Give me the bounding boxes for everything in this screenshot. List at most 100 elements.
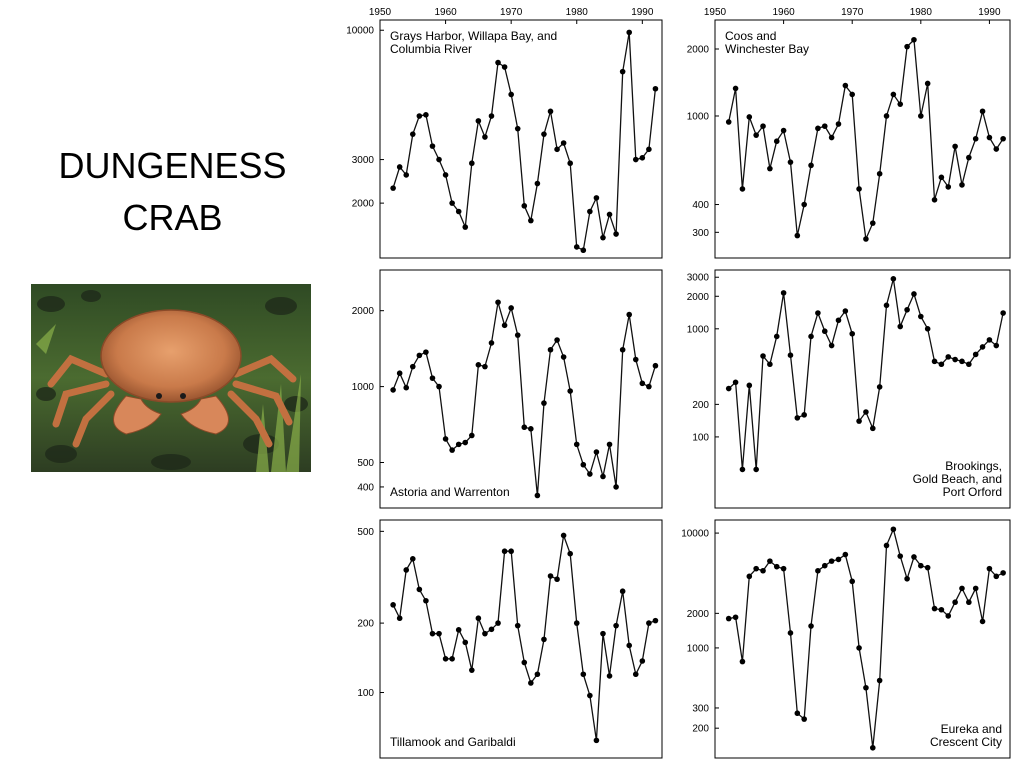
data-point — [931, 197, 938, 203]
data-point — [821, 562, 828, 569]
data-point — [462, 439, 469, 446]
data-point — [732, 379, 739, 386]
data-point — [528, 217, 534, 224]
data-point — [938, 606, 945, 613]
data-point — [993, 146, 1000, 152]
data-point — [573, 620, 580, 626]
data-point — [794, 415, 801, 421]
data-point — [652, 85, 659, 92]
data-point — [863, 684, 869, 691]
data-point — [573, 244, 580, 250]
slide-title: DUNGENESS CRAB — [30, 140, 315, 244]
data-point — [475, 118, 482, 124]
chart-frame — [379, 519, 663, 759]
data-point — [828, 134, 835, 141]
data-point — [835, 317, 842, 324]
data-point — [972, 585, 979, 592]
data-point — [863, 409, 869, 415]
data-point — [739, 466, 746, 473]
data-point — [495, 59, 501, 66]
y-tick-label: 3000 — [687, 273, 710, 284]
x-tick-label: 1970 — [500, 7, 523, 18]
data-point — [475, 615, 482, 622]
data-point — [876, 170, 883, 177]
x-tick-label: 1990 — [631, 7, 654, 18]
data-point — [794, 232, 801, 239]
data-point — [429, 630, 436, 637]
data-point — [746, 114, 753, 120]
data-point — [449, 656, 455, 662]
y-tick-label: 200 — [357, 619, 374, 630]
chart-frame — [714, 269, 1011, 509]
x-tick-label: 1950 — [369, 7, 392, 18]
data-point — [883, 542, 890, 549]
y-tick-label: 200 — [692, 724, 709, 735]
data-point — [646, 383, 652, 390]
y-tick-label: 10000 — [346, 26, 374, 37]
data-point — [1000, 570, 1006, 576]
data-point — [863, 236, 869, 242]
data-point — [821, 123, 828, 129]
data-point — [986, 134, 993, 141]
data-point — [403, 172, 410, 178]
data-point — [856, 418, 862, 424]
data-point — [725, 615, 732, 622]
y-tick-label: 2000 — [687, 44, 710, 55]
data-point — [580, 461, 587, 468]
data-point — [938, 174, 945, 181]
data-point — [801, 412, 807, 418]
data-point — [1000, 310, 1006, 316]
y-tick-label: 500 — [357, 458, 374, 469]
x-tick-label: 1950 — [704, 7, 727, 18]
data-point — [773, 138, 780, 145]
data-point — [993, 342, 1000, 349]
data-point — [945, 354, 952, 360]
data-point — [911, 291, 917, 297]
data-point — [808, 162, 814, 169]
data-point — [455, 208, 462, 215]
data-point — [815, 567, 821, 574]
data-point — [890, 91, 897, 98]
x-tick-label: 1970 — [841, 7, 864, 18]
data-point — [856, 645, 862, 651]
data-point — [514, 622, 521, 629]
data-point — [396, 615, 403, 622]
data-point — [469, 667, 475, 673]
data-point — [952, 599, 958, 606]
data-point — [619, 346, 626, 353]
data-point — [606, 211, 613, 218]
data-point — [508, 305, 514, 311]
data-point — [842, 82, 849, 89]
series-line — [392, 32, 657, 252]
data-point — [760, 567, 766, 574]
data-point — [835, 556, 842, 563]
x-tick-label: 1980 — [910, 7, 933, 18]
data-point — [626, 642, 633, 649]
data-point — [409, 363, 416, 370]
data-point — [449, 447, 455, 453]
data-point — [554, 146, 560, 153]
data-point — [567, 550, 573, 557]
data-point — [560, 354, 567, 360]
data-point — [945, 613, 952, 619]
data-point — [587, 471, 593, 477]
data-point — [626, 311, 633, 318]
data-point — [945, 184, 952, 190]
data-point — [787, 352, 794, 359]
data-point — [883, 302, 890, 309]
data-point — [760, 123, 766, 129]
data-point — [600, 234, 606, 241]
data-point — [767, 558, 773, 564]
data-point — [787, 630, 794, 636]
x-tick-label: 1960 — [434, 7, 457, 18]
data-point — [469, 160, 475, 167]
data-point — [890, 276, 897, 282]
data-point — [482, 134, 488, 140]
y-tick-label: 1000 — [352, 382, 375, 393]
data-point — [619, 68, 626, 75]
data-point — [842, 308, 849, 314]
series-line — [728, 38, 1004, 242]
data-point — [455, 441, 462, 448]
chart-panel-1: 1950 1960 1970 1980 1990 2000 3000 10000 Grays H… — [346, 7, 663, 259]
data-point — [652, 617, 659, 624]
